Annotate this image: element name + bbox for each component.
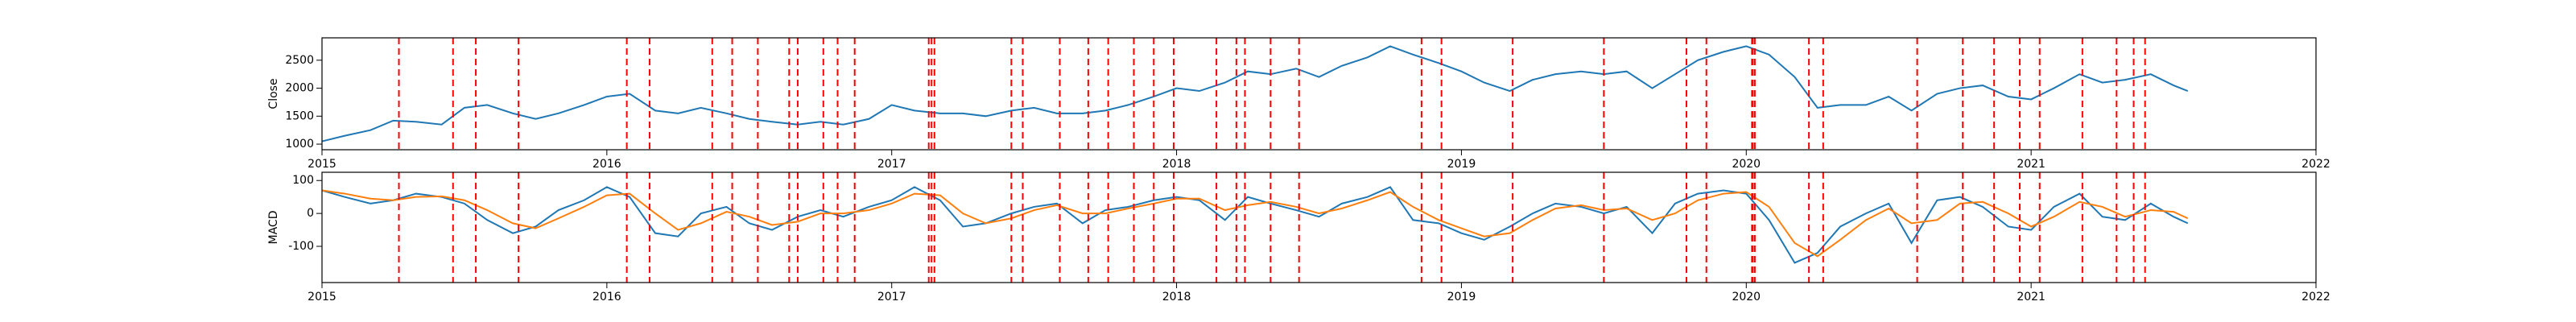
x-tick-label: 2022 [2301,158,2330,171]
y-tick-label: 1000 [285,138,314,151]
x-tick-label: 2018 [1162,158,1191,171]
x-tick-label: 2020 [1732,291,1761,303]
x-tick-label: 2022 [2301,291,2330,303]
y-tick-label: -100 [288,240,314,253]
y-tick-label: 1500 [285,109,314,122]
x-tick-label: 2016 [592,291,621,303]
y-tick-label: 100 [292,174,314,187]
x-tick-label: 2019 [1447,158,1476,171]
y-tick-label: 2000 [285,82,314,95]
series-line [321,45,2189,142]
x-tick-label: 2016 [592,158,621,171]
x-tick-label: 2021 [2017,291,2046,303]
series-line [321,189,2189,258]
axes-frame [321,171,2317,283]
x-tick-label: 2015 [308,291,336,303]
x-tick-label: 2018 [1162,291,1191,303]
x-tick-label: 2021 [2017,158,2046,171]
y-tick-label: 2500 [285,54,314,67]
axes-frame [321,37,2317,151]
y-axis-label: MACD [267,211,280,245]
x-tick-label: 2017 [877,291,906,303]
x-tick-label: 2020 [1732,158,1761,171]
x-tick-label: 2017 [877,158,906,171]
series-line [321,186,2189,264]
x-tick-label: 2019 [1447,291,1476,303]
x-tick-label: 2015 [308,158,336,171]
y-axis-label: Close [267,78,280,109]
y-tick-label: 0 [307,207,314,220]
